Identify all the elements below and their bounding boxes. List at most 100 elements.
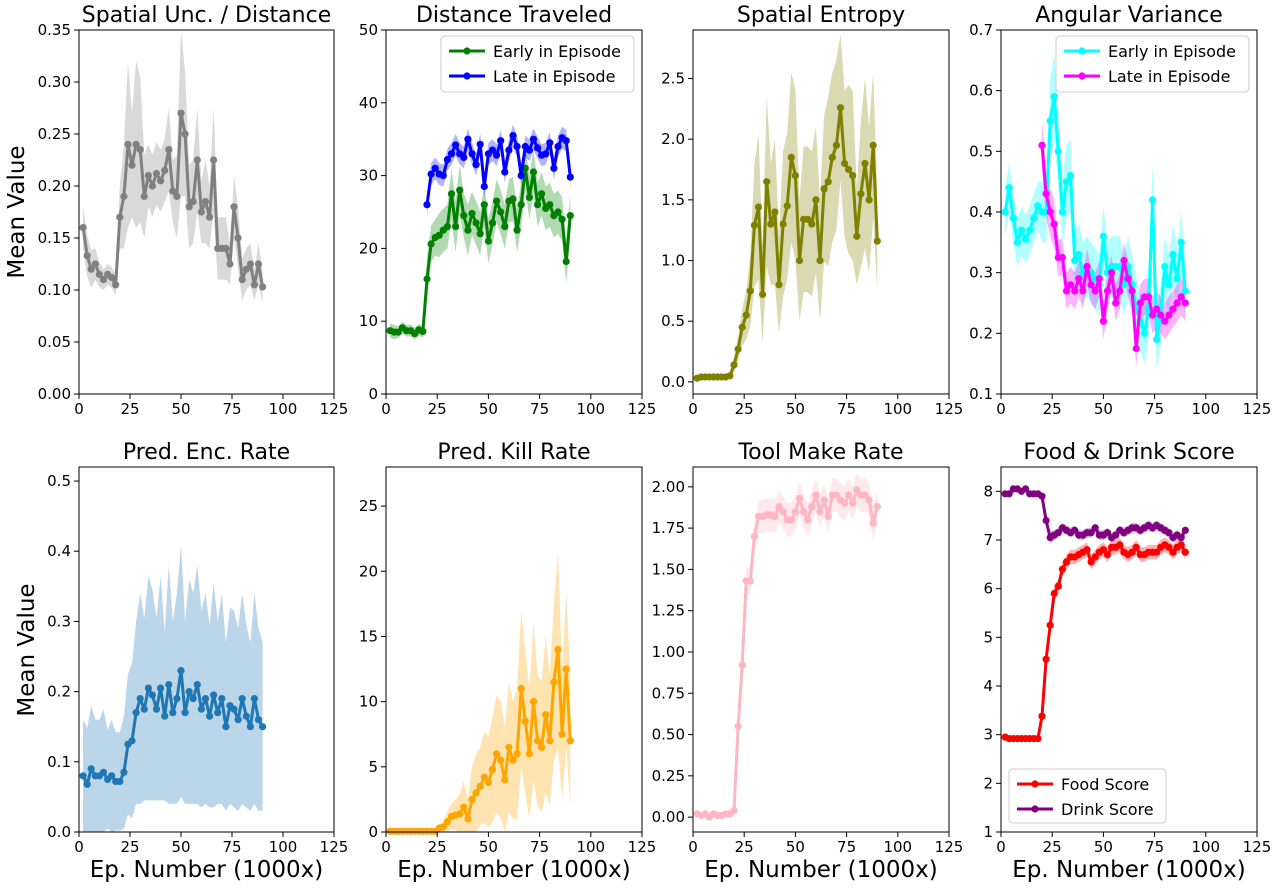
data-point — [791, 508, 800, 516]
data-point — [91, 260, 99, 268]
series-line — [696, 488, 879, 819]
data-point — [185, 688, 193, 696]
panel-p2: Distance Traveled 0 25 50 75 100 125 0 10 20 30 40 5… — [359, 3, 656, 418]
data-point — [177, 109, 185, 117]
x-tick-label: 0 — [996, 838, 1006, 856]
legend-marker — [463, 72, 471, 80]
y-tick-label: 0.0 — [661, 373, 685, 391]
y-tick-label: 0.20 — [38, 177, 71, 195]
legend-label: Early in Episode — [1108, 42, 1236, 61]
y-tick-label: 0.5 — [969, 142, 993, 160]
y-tick-label: 5 — [368, 758, 378, 776]
data-point — [1050, 589, 1058, 598]
series-line — [1004, 543, 1187, 741]
panel-title: Tool Make Rate — [737, 440, 903, 465]
data-point — [775, 281, 783, 289]
legend-marker — [1031, 780, 1039, 788]
data-point — [759, 290, 767, 299]
y-tick-label: 2.0 — [661, 130, 685, 148]
y-tick-label: 20 — [359, 239, 378, 257]
data-point — [464, 135, 472, 143]
data-point — [152, 169, 161, 178]
panel-p4: Angular Variance 0 25 50 75 100 125 0.1 0.2 0.3 0.… — [969, 3, 1271, 418]
data-point — [439, 172, 447, 180]
y-axis-label-bottom: Mean Value — [14, 583, 40, 716]
data-point — [222, 723, 230, 731]
confidence-band — [697, 473, 878, 821]
data-point — [460, 212, 468, 220]
x-axis-label: Ep. Number (1000x) — [1012, 857, 1246, 883]
data-point — [246, 260, 254, 268]
data-point — [505, 743, 513, 751]
data-point — [242, 265, 250, 273]
data-point — [534, 201, 542, 209]
data-point — [185, 203, 193, 211]
data-point — [808, 220, 816, 228]
y-tick-label: 15 — [359, 627, 378, 645]
panel-title: Spatial Entropy — [737, 3, 905, 28]
data-point — [480, 201, 488, 209]
data-point — [87, 765, 95, 773]
data-point — [488, 219, 497, 227]
data-point — [529, 698, 538, 706]
x-tick-label: 0 — [688, 400, 698, 418]
data-point — [1173, 275, 1181, 283]
data-point — [108, 273, 116, 282]
data-point — [488, 146, 497, 154]
data-point — [497, 208, 505, 216]
data-point — [849, 499, 857, 507]
data-point — [853, 232, 861, 240]
data-point — [1067, 172, 1075, 180]
x-tick-label: 100 — [576, 400, 605, 418]
data-point — [869, 519, 877, 527]
x-tick-label: 25 — [1043, 400, 1062, 418]
data-point — [460, 153, 468, 161]
data-point — [177, 667, 185, 675]
data-point — [1087, 529, 1095, 537]
x-tick-label: 75 — [837, 400, 856, 418]
panel-p3: Spatial Entropy 0 25 50 75 100 125 0.0 0.5 1.0 1.5… — [661, 3, 963, 418]
data-point — [201, 695, 210, 703]
data-point — [763, 178, 771, 186]
data-point — [517, 685, 525, 693]
data-point — [493, 151, 501, 159]
x-tick-label: 50 — [1094, 400, 1113, 418]
legend: Early in Episode Late in Episode — [1055, 35, 1250, 93]
data-point — [804, 516, 812, 524]
x-tick-label: 50 — [1094, 838, 1113, 856]
data-point — [169, 187, 177, 195]
x-tick-label: 125 — [1243, 838, 1272, 856]
data-point — [173, 192, 181, 200]
data-point — [193, 681, 201, 689]
data-point — [468, 795, 476, 804]
panel-title: Pred. Enc. Rate — [123, 440, 290, 465]
data-point — [832, 141, 841, 149]
data-point — [1181, 526, 1189, 534]
x-axis-label: Ep. Number (1000x) — [90, 857, 324, 883]
data-point — [242, 712, 250, 720]
data-point — [1136, 299, 1144, 307]
data-point — [836, 104, 845, 112]
data-point — [1116, 287, 1124, 295]
data-point — [501, 168, 509, 176]
y-tick-label: 5 — [983, 628, 993, 646]
data-point — [1050, 93, 1058, 101]
data-point — [1001, 208, 1009, 216]
data-point — [250, 281, 258, 289]
data-point — [841, 159, 849, 168]
data-point — [468, 209, 476, 218]
data-point — [795, 256, 804, 265]
data-point — [824, 512, 832, 521]
data-point — [222, 244, 230, 252]
x-tick-label: 125 — [628, 838, 657, 856]
confidence-band — [83, 30, 263, 303]
x-tick-label: 125 — [320, 400, 349, 418]
data-point — [542, 150, 550, 158]
data-point — [419, 327, 427, 335]
data-point — [558, 215, 566, 223]
x-tick-label: 25 — [1043, 838, 1062, 856]
data-point — [845, 165, 853, 174]
data-point — [189, 198, 197, 206]
data-point — [1054, 582, 1062, 590]
data-point — [767, 220, 775, 228]
